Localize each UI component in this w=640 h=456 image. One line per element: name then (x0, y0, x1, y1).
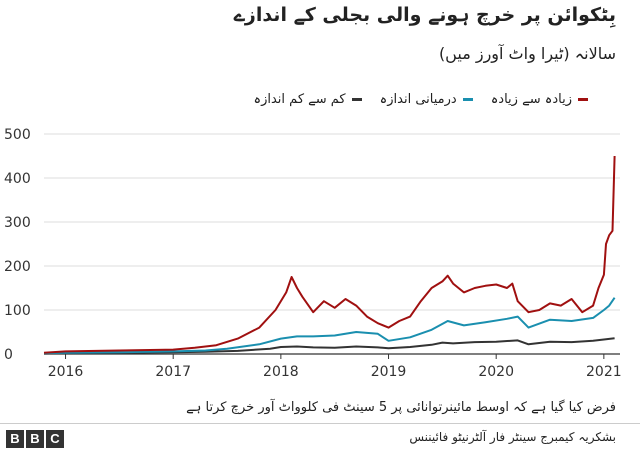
x-tick-label: 2017 (155, 364, 191, 380)
x-tick-label: 2020 (478, 364, 514, 380)
y-tick-label: 100 (4, 303, 31, 319)
chart-subtitle: سالانہ (ٹیرا واٹ آورز میں) (438, 44, 616, 63)
legend-label-max: زیادہ سے زیادہ (490, 92, 572, 107)
x-tick-label: 2016 (48, 364, 84, 380)
series-line-1 (43, 297, 616, 355)
y-tick-label: 200 (4, 259, 31, 275)
x-tick-label: 2018 (263, 364, 299, 380)
footnote: فرض کیا گیا ہے کہ اوسط مائینرتوانائی پر … (186, 400, 616, 415)
y-tick-label: 0 (4, 347, 13, 363)
legend-label-mid: درمیانی اندازہ (379, 92, 457, 107)
y-tick-label: 400 (4, 171, 31, 187)
legend-label-min: کم سے کم اندازہ (253, 92, 346, 107)
bbc-logo-letter: C (46, 430, 64, 448)
footer-divider (0, 423, 640, 424)
chart-title: بِٹکوائن پر خرچ ہونے والی بجلی کے اندازے (233, 4, 616, 26)
bbc-logo: B B C (6, 430, 64, 448)
source-credit: بشکریہ کیمبرج سینٹر فار آلٹرنیٹو فائیننس (409, 430, 616, 444)
legend-item-min: کم سے کم اندازہ (253, 92, 362, 107)
legend-item-mid: درمیانی اندازہ (380, 92, 473, 107)
series-line-0 (43, 337, 615, 355)
legend-swatch-mid (462, 98, 473, 101)
series-line-2 (43, 155, 616, 354)
legend: زیادہ سے زیادہ درمیانی اندازہ کم سے کم ا… (253, 92, 588, 107)
line-chart: 0 100 200 300 400 500 2016 2017 2018 2019 2020 2021 (4, 127, 622, 380)
legend-swatch-min (351, 98, 362, 101)
legend-item-max: زیادہ سے زیادہ (491, 92, 588, 107)
x-tick-label: 2019 (371, 364, 407, 380)
y-tick-label: 500 (4, 127, 31, 143)
legend-swatch-max (578, 98, 588, 101)
bbc-logo-letter: B (26, 430, 44, 448)
y-tick-label: 300 (4, 215, 31, 231)
bbc-logo-letter: B (6, 430, 24, 448)
x-tick-label: 2021 (586, 364, 622, 380)
